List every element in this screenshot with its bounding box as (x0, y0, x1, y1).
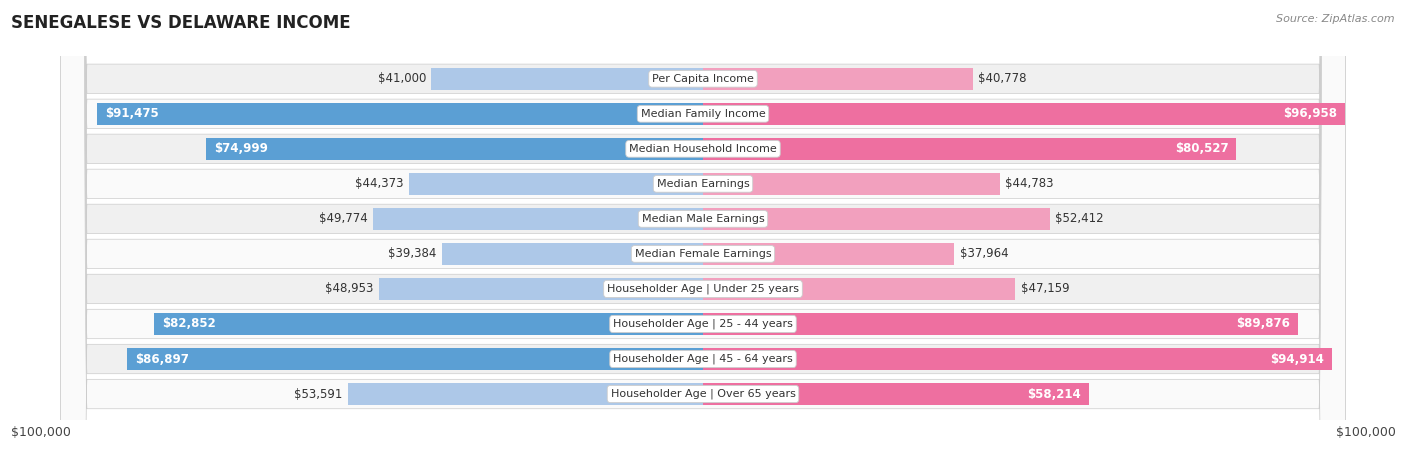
Bar (703, 208, 1050, 230)
Text: $44,783: $44,783 (1005, 177, 1053, 191)
Text: $89,876: $89,876 (1236, 318, 1291, 331)
Bar (703, 68, 973, 90)
FancyBboxPatch shape (60, 0, 1346, 467)
Text: $58,214: $58,214 (1026, 388, 1081, 401)
Text: Median Male Earnings: Median Male Earnings (641, 214, 765, 224)
FancyBboxPatch shape (60, 0, 1346, 467)
Bar (378, 278, 703, 300)
FancyBboxPatch shape (60, 0, 1346, 467)
Text: $82,852: $82,852 (162, 318, 217, 331)
Text: $39,384: $39,384 (388, 248, 437, 261)
Text: $94,914: $94,914 (1270, 353, 1324, 366)
Text: $47,159: $47,159 (1021, 283, 1070, 296)
Text: $53,591: $53,591 (294, 388, 343, 401)
Text: Source: ZipAtlas.com: Source: ZipAtlas.com (1277, 14, 1395, 24)
Text: $80,527: $80,527 (1175, 142, 1229, 156)
Text: $49,774: $49,774 (319, 212, 368, 226)
Text: $74,999: $74,999 (214, 142, 269, 156)
Bar (703, 103, 1346, 125)
Bar (409, 173, 703, 195)
Bar (703, 313, 1298, 335)
Text: $37,964: $37,964 (960, 248, 1008, 261)
Text: Householder Age | Over 65 years: Householder Age | Over 65 years (610, 389, 796, 399)
Bar (703, 348, 1331, 370)
Text: Householder Age | Under 25 years: Householder Age | Under 25 years (607, 284, 799, 294)
Bar (432, 68, 703, 90)
Bar (703, 278, 1015, 300)
Text: Median Family Income: Median Family Income (641, 109, 765, 119)
Text: Householder Age | 45 - 64 years: Householder Age | 45 - 64 years (613, 354, 793, 364)
Text: $41,000: $41,000 (378, 72, 426, 85)
FancyBboxPatch shape (60, 0, 1346, 467)
Bar (97, 103, 703, 125)
Text: SENEGALESE VS DELAWARE INCOME: SENEGALESE VS DELAWARE INCOME (11, 14, 352, 32)
FancyBboxPatch shape (60, 0, 1346, 467)
Bar (703, 173, 1000, 195)
Bar (128, 348, 703, 370)
Text: $40,778: $40,778 (979, 72, 1026, 85)
Text: Per Capita Income: Per Capita Income (652, 74, 754, 84)
FancyBboxPatch shape (60, 0, 1346, 467)
Text: Median Household Income: Median Household Income (628, 144, 778, 154)
FancyBboxPatch shape (60, 0, 1346, 467)
Text: $96,958: $96,958 (1284, 107, 1337, 120)
FancyBboxPatch shape (60, 0, 1346, 467)
Text: $91,475: $91,475 (105, 107, 159, 120)
Text: Median Female Earnings: Median Female Earnings (634, 249, 772, 259)
Bar (349, 383, 703, 405)
FancyBboxPatch shape (60, 0, 1346, 467)
Bar (703, 138, 1236, 160)
Bar (441, 243, 703, 265)
Bar (703, 383, 1088, 405)
Text: $44,373: $44,373 (356, 177, 404, 191)
FancyBboxPatch shape (60, 0, 1346, 467)
Bar (703, 243, 955, 265)
Bar (373, 208, 703, 230)
Bar (207, 138, 703, 160)
Text: Median Earnings: Median Earnings (657, 179, 749, 189)
Text: $52,412: $52,412 (1056, 212, 1104, 226)
Text: $86,897: $86,897 (135, 353, 190, 366)
Text: Householder Age | 25 - 44 years: Householder Age | 25 - 44 years (613, 319, 793, 329)
Bar (155, 313, 703, 335)
Text: $48,953: $48,953 (325, 283, 374, 296)
